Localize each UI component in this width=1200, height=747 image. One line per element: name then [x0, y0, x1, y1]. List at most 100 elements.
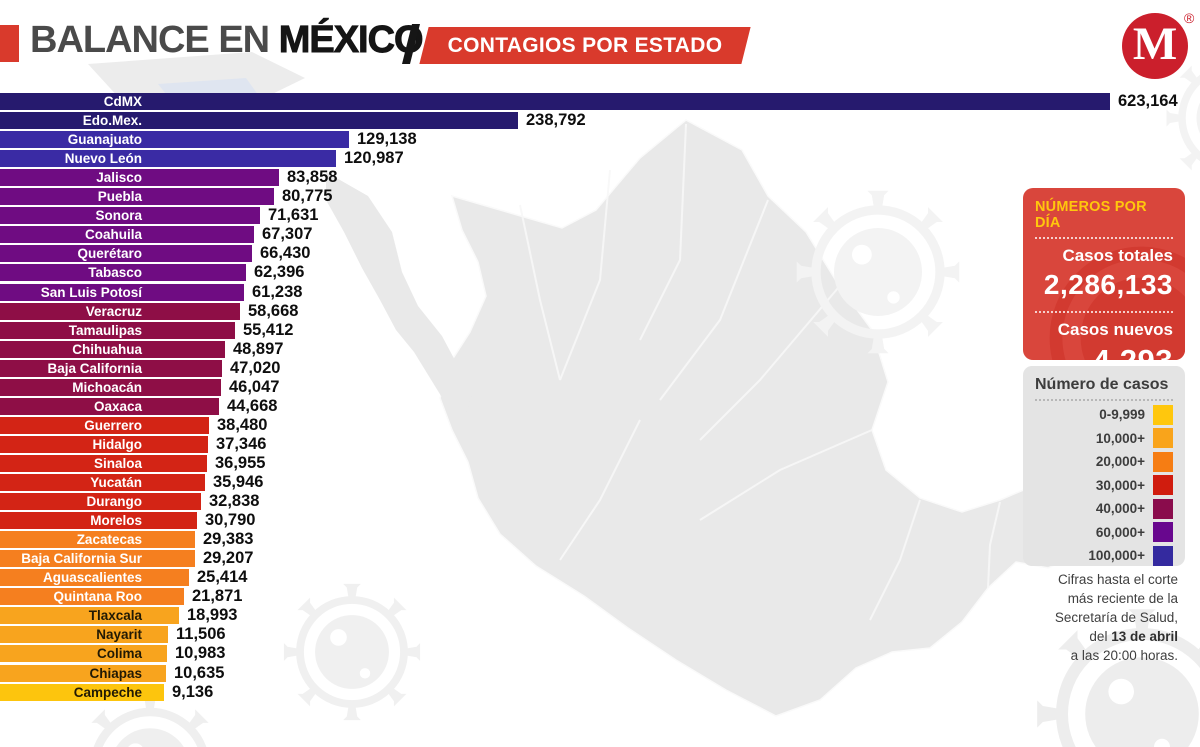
- bar: [0, 416, 209, 434]
- baja-peninsula: [326, 172, 472, 414]
- legend-color-swatch: [1153, 545, 1173, 566]
- stats-panel: NÚMEROS POR DÍA Casos totales 2,286,133 …: [1023, 188, 1185, 360]
- state-label: Chihuahua: [72, 341, 142, 357]
- state-label: Baja California Sur: [21, 551, 142, 567]
- state-label: Coahuila: [84, 227, 142, 243]
- bar-row: Baja California 47,020: [0, 358, 1200, 377]
- bar-row: Jalisco 83,858: [0, 168, 1200, 187]
- state-label: Morelos: [90, 513, 142, 529]
- bar-row: Morelos 30,790: [0, 511, 1200, 530]
- value-label: 67,307: [262, 225, 313, 244]
- state-label: Sonora: [95, 208, 142, 224]
- header-banner: CONTAGIOS POR ESTADO: [419, 27, 751, 64]
- value-label: 37,346: [216, 434, 267, 453]
- value-label: 18,993: [187, 606, 238, 625]
- bar-row: Oaxaca 44,668: [0, 398, 1200, 415]
- header-accent-chip: [0, 25, 19, 62]
- legend-item: 100,000+: [1035, 545, 1173, 566]
- bar: [0, 226, 254, 244]
- footnote-line: del 13 de abril: [1000, 627, 1178, 646]
- total-cases-label: Casos totales: [1062, 246, 1173, 265]
- bar-row: Veracruz 58,668: [0, 302, 1200, 320]
- footnote-line: Secretaría de Salud,: [1000, 608, 1178, 627]
- footnote-line: a las 20:00 horas.: [1000, 646, 1178, 665]
- bar: [0, 359, 222, 377]
- bar: [0, 569, 189, 587]
- bar-row: Guanajuato 129,138: [0, 131, 1200, 149]
- footnote-line: Cifras hasta el corte: [1000, 570, 1178, 589]
- value-label: 32,838: [209, 492, 260, 511]
- value-label: 120,987: [344, 149, 404, 168]
- value-label: 30,790: [205, 511, 256, 530]
- value-label: 47,020: [230, 358, 281, 377]
- legend-item-label: 10,000+: [1095, 430, 1145, 446]
- bar: [0, 321, 235, 339]
- source-footnote: Cifras hasta el corte más reciente de la S…: [1000, 570, 1178, 665]
- dotted-divider: [1035, 399, 1173, 401]
- bar: [0, 93, 1110, 110]
- bar-row: Tlaxcala 18,993: [0, 606, 1200, 625]
- bar: [0, 645, 167, 663]
- bar: [0, 302, 240, 320]
- state-label: Michoacán: [72, 379, 142, 395]
- bar-row: Hidalgo 37,346: [0, 436, 1200, 453]
- legend-item-label: 100,000+: [1088, 548, 1145, 563]
- bar-row: Edo.Mex. 238,792: [0, 112, 1200, 130]
- bar: [0, 283, 244, 301]
- total-cases-value: 2,286,133: [1043, 269, 1173, 300]
- bar: [0, 607, 179, 625]
- bar-row: CdMX 623,164: [0, 93, 1200, 110]
- bar-row: Durango 32,838: [0, 492, 1200, 511]
- value-label: 38,480: [217, 415, 268, 434]
- bar-row: Nayarit 11,506: [0, 626, 1200, 644]
- value-label: 29,383: [203, 530, 254, 549]
- legend-color-swatch: [1153, 475, 1173, 495]
- legend-item: 10,000+: [1035, 428, 1173, 448]
- state-label: Veracruz: [85, 303, 142, 319]
- bar-row: San Luis Potosí 61,238: [0, 283, 1200, 301]
- bar: [0, 626, 168, 644]
- bar: [0, 474, 205, 491]
- legend-item-label: 40,000+: [1095, 501, 1145, 516]
- bar: [0, 683, 164, 701]
- footnote-text: del: [1089, 629, 1112, 644]
- legend-color-swatch: [1153, 451, 1173, 472]
- legend-item-label: 60,000+: [1095, 524, 1145, 540]
- legend-items: 0-9,999 10,000+ 20,000+ 30,000+ 40,000+ 60,00…: [1023, 404, 1185, 566]
- bar: [0, 245, 252, 263]
- footnote-text: Cifras hasta el corte: [1057, 572, 1178, 587]
- bar: [0, 512, 197, 530]
- bar-row: Tamaulipas 55,412: [0, 320, 1200, 339]
- footnote-text: a las 20:00 horas.: [1070, 648, 1178, 663]
- new-cases-value: 4,293: [1023, 340, 1185, 360]
- legend-item-label: 30,000+: [1095, 477, 1145, 493]
- value-label: 55,412: [243, 320, 294, 339]
- bar: [0, 378, 221, 396]
- state-label: Sinaloa: [93, 455, 142, 471]
- bar-row: Sonora 71,631: [0, 207, 1200, 225]
- bar: [0, 493, 201, 511]
- bar: [0, 264, 246, 282]
- bar: [0, 207, 260, 225]
- bar: [0, 588, 184, 606]
- bar: [0, 150, 336, 168]
- legend-panel: Número de casos 0-9,999 10,000+ 20,000+ 30,…: [1023, 366, 1185, 566]
- value-label: 10,983: [175, 644, 226, 663]
- state-label: Hidalgo: [92, 436, 143, 452]
- legend-item: 20,000+: [1035, 451, 1173, 472]
- state-label: Zacatecas: [76, 532, 142, 548]
- state-label: Tabasco: [88, 265, 142, 281]
- bar-row: Campeche 9,136: [0, 683, 1200, 701]
- state-label: Chiapas: [89, 665, 142, 681]
- state-label: Baja California: [47, 360, 142, 376]
- footnote-text: 13 de abril: [1111, 629, 1178, 644]
- registered-mark: ®: [1184, 10, 1195, 26]
- value-label: 83,858: [287, 168, 338, 187]
- state-label: Guanajuato: [67, 132, 142, 148]
- page-title: BALANCE EN MÉXICO: [30, 19, 424, 62]
- state-label: Nuevo León: [64, 151, 142, 167]
- legend-item: 0-9,999: [1035, 404, 1173, 425]
- bar-row: Tabasco 62,396: [0, 264, 1200, 282]
- value-label: 21,871: [192, 587, 243, 606]
